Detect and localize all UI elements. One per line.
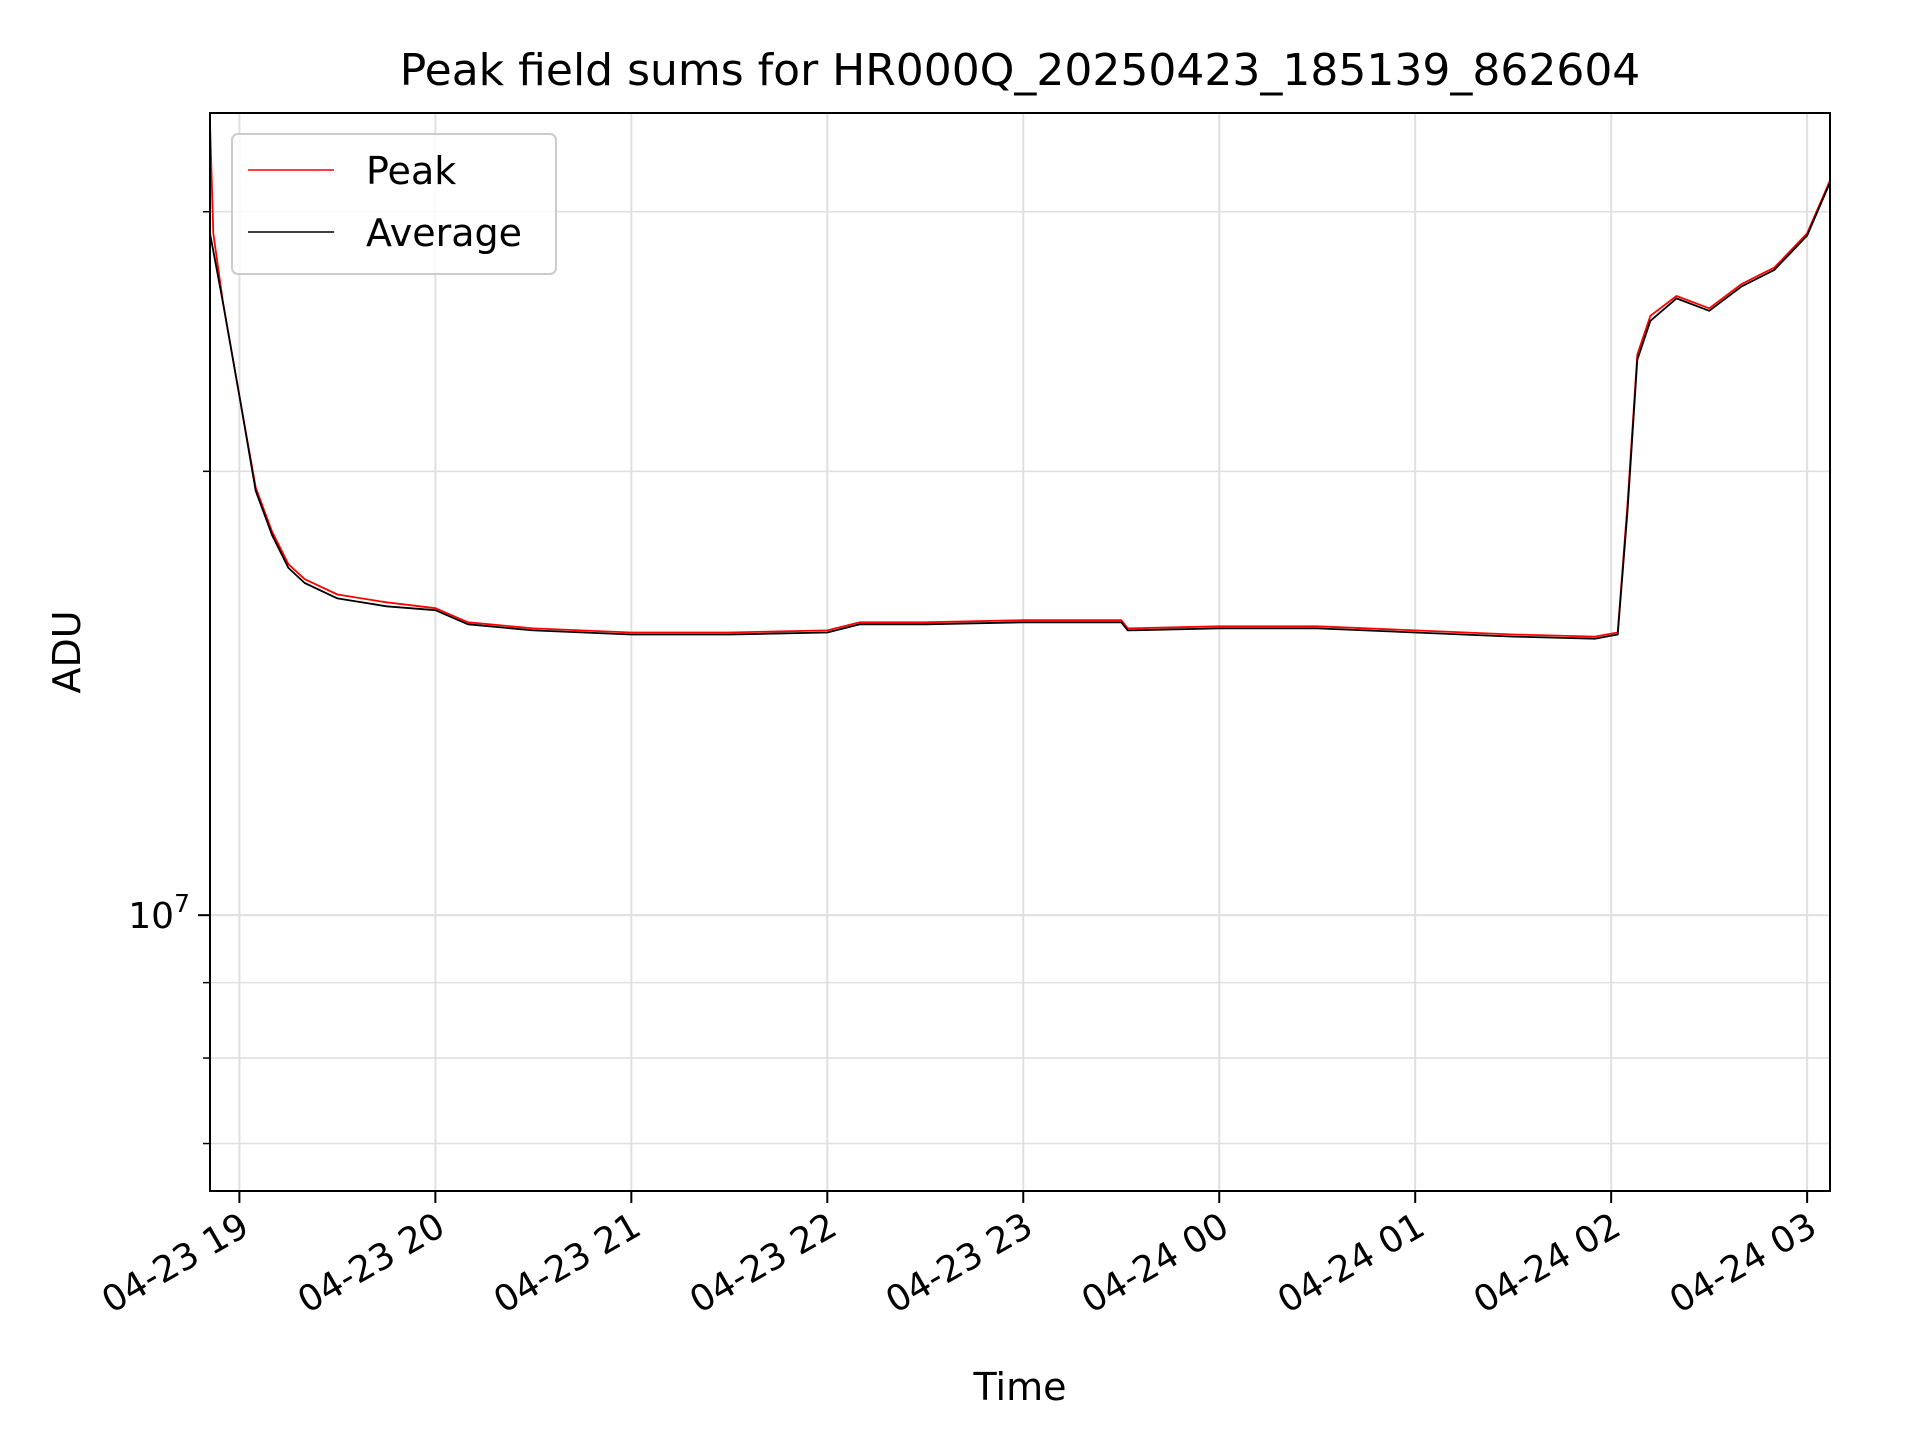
chart-title: Peak field sums for HR000Q_20250423_1851…	[400, 45, 1641, 96]
legend: Peak Average	[231, 133, 557, 275]
y-axis-label: ADU	[45, 610, 89, 693]
plot-frame	[209, 112, 1831, 1192]
y-axis-ticks: 107	[128, 210, 210, 1145]
y-tick-label: 107	[128, 889, 190, 937]
legend-label-average: Average	[366, 211, 522, 255]
plot-area: 04-23 19 04-23 20 04-23 21 04-23 22 04-23 23…	[95, 112, 1831, 1322]
series-lines	[209, 122, 1831, 640]
x-axis-label: Time	[973, 1365, 1067, 1409]
plot-background	[210, 113, 1830, 1191]
legend-box	[231, 133, 557, 275]
series-line-average	[209, 182, 1831, 640]
legend-label-peak: Peak	[366, 149, 456, 193]
series-line-peak	[209, 122, 1831, 638]
